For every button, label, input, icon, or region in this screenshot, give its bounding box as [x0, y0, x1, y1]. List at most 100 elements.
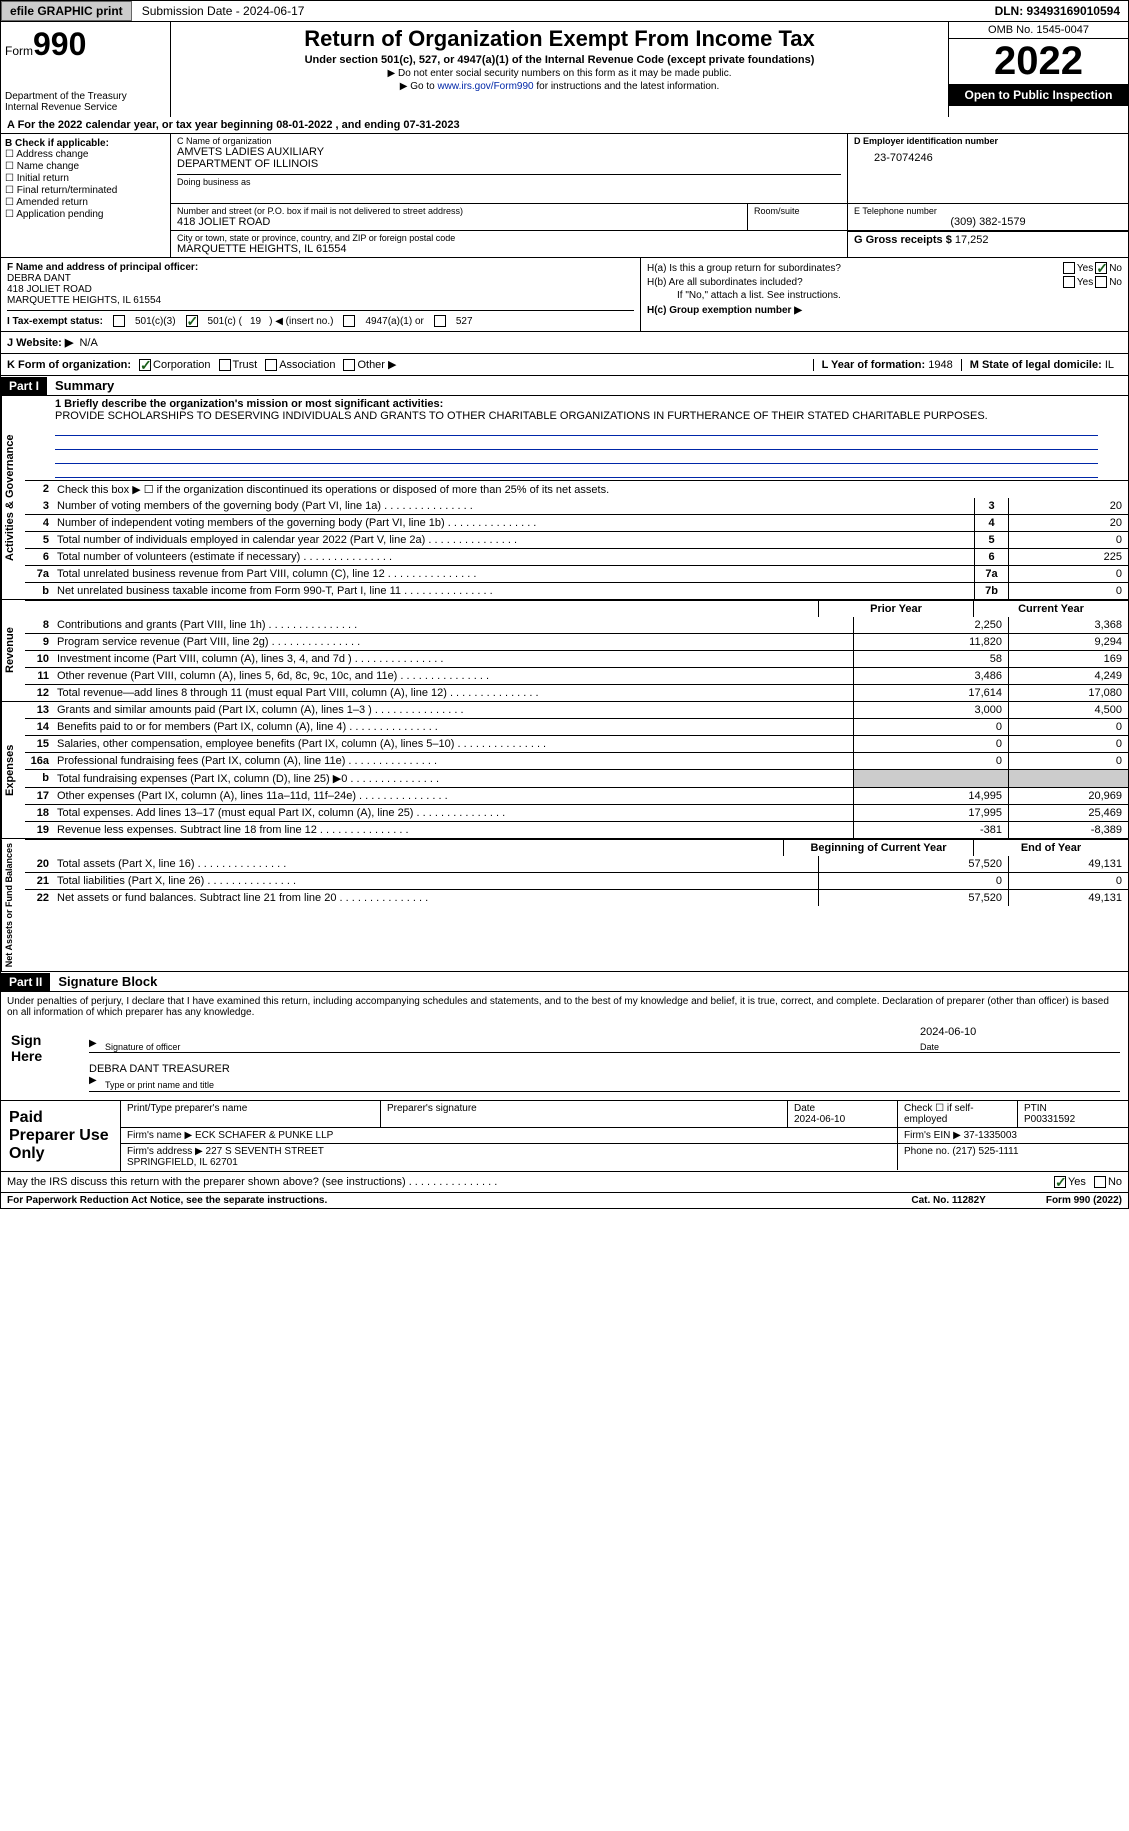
- prep-self-employed[interactable]: Check ☐ if self-employed: [904, 1103, 974, 1125]
- gross-receipts-value: 17,252: [955, 234, 989, 246]
- summary-revenue: Revenue Prior YearCurrent Year 8 Contrib…: [0, 600, 1129, 702]
- sig-date: 2024-06-10: [920, 1026, 1120, 1038]
- hc-label: H(c) Group exemption number ▶: [647, 305, 1122, 316]
- officer-name: DEBRA DANT: [7, 273, 634, 284]
- chk-trust[interactable]: [219, 359, 231, 371]
- summary-netassets: Net Assets or Fund Balances Beginning of…: [0, 839, 1129, 972]
- officer-city: MARQUETTE HEIGHTS, IL 61554: [7, 295, 634, 306]
- street-value: 418 JOLIET ROAD: [177, 216, 741, 228]
- gov-row: 3 Number of voting members of the govern…: [25, 498, 1128, 514]
- hb-no[interactable]: [1095, 276, 1107, 288]
- firm-name: ECK SCHAFER & PUNKE LLP: [195, 1130, 333, 1141]
- vtab-netassets: Net Assets or Fund Balances: [1, 839, 25, 971]
- state-domicile: IL: [1105, 359, 1114, 371]
- data-row: 12 Total revenue—add lines 8 through 11 …: [25, 684, 1128, 701]
- sig-name-value: DEBRA DANT TREASURER: [89, 1063, 1120, 1075]
- part2-header: Part II Signature Block: [0, 972, 1129, 992]
- row-a-tax-year: A For the 2022 calendar year, or tax yea…: [0, 117, 1129, 134]
- org-name: AMVETS LADIES AUXILIARY DEPARTMENT OF IL…: [177, 146, 841, 170]
- chk-501c[interactable]: [186, 315, 198, 327]
- data-row: 13 Grants and similar amounts paid (Part…: [25, 702, 1128, 718]
- ha-no[interactable]: [1095, 262, 1107, 274]
- hb-label: H(b) Are all subordinates included?: [647, 277, 1061, 288]
- year-formation: 1948: [928, 359, 952, 371]
- tax-year: 2022: [949, 39, 1128, 84]
- form-subtitle: Under section 501(c), 527, or 4947(a)(1)…: [179, 54, 940, 66]
- section-klm: K Form of organization: Corporation Trus…: [0, 354, 1129, 376]
- form-title: Return of Organization Exempt From Incom…: [179, 26, 940, 52]
- chk-amended[interactable]: ☐ Amended return: [5, 197, 166, 208]
- street-label: Number and street (or P.O. box if mail i…: [177, 206, 741, 216]
- sign-here-label: Sign Here: [1, 1022, 81, 1100]
- chk-name-change[interactable]: ☐ Name change: [5, 161, 166, 172]
- section-i: I Tax-exempt status: 501(c)(3) 501(c) (1…: [7, 310, 634, 327]
- signature-block: Under penalties of perjury, I declare th…: [0, 992, 1129, 1101]
- treasury-dept: Department of the Treasury Internal Reve…: [5, 91, 166, 113]
- officer-label: F Name and address of principal officer:: [7, 262, 634, 273]
- data-row: 10 Investment income (Part VIII, column …: [25, 650, 1128, 667]
- phone-value: (309) 382-1579: [854, 216, 1122, 228]
- sig-officer-line[interactable]: Signature of officerDate: [89, 1042, 1120, 1053]
- section-b: B Check if applicable: ☐ Address change …: [1, 134, 171, 257]
- dba-label: Doing business as: [177, 174, 841, 187]
- form-note-1: ▶ Do not enter social security numbers o…: [179, 68, 940, 79]
- page-footer: For Paperwork Reduction Act Notice, see …: [0, 1193, 1129, 1209]
- chk-4947[interactable]: [343, 315, 355, 327]
- ein-value: 23-7074246: [854, 146, 1122, 164]
- submission-date: Submission Date - 2024-06-17: [134, 2, 313, 20]
- vtab-governance: Activities & Governance: [1, 396, 25, 599]
- officer-street: 418 JOLIET ROAD: [7, 284, 634, 295]
- open-public: Open to Public Inspection: [949, 84, 1128, 106]
- gov-row: 4 Number of independent voting members o…: [25, 514, 1128, 531]
- discuss-no[interactable]: [1094, 1176, 1106, 1188]
- form-number: Form990: [5, 26, 166, 63]
- vtab-revenue: Revenue: [1, 600, 25, 701]
- mission-label: 1 Briefly describe the organization's mi…: [55, 398, 1098, 410]
- ha-yes[interactable]: [1063, 262, 1075, 274]
- gov-row: b Net unrelated business taxable income …: [25, 582, 1128, 599]
- chk-501c3[interactable]: [113, 315, 125, 327]
- hb-note: If "No," attach a list. See instructions…: [647, 290, 1122, 301]
- data-row: 14 Benefits paid to or for members (Part…: [25, 718, 1128, 735]
- sig-name-line[interactable]: Type or print name and title: [89, 1079, 1120, 1092]
- discuss-yes[interactable]: [1054, 1176, 1066, 1188]
- chk-final-return[interactable]: ☐ Final return/terminated: [5, 185, 166, 196]
- form-header: Form990 Department of the Treasury Inter…: [0, 22, 1129, 117]
- firm-phone: (217) 525-1111: [952, 1146, 1018, 1157]
- data-row: 21 Total liabilities (Part X, line 26) 0…: [25, 872, 1128, 889]
- gross-receipts-label: G Gross receipts $: [854, 234, 952, 246]
- chk-527[interactable]: [434, 315, 446, 327]
- data-row: b Total fundraising expenses (Part IX, c…: [25, 769, 1128, 787]
- discuss-row: May the IRS discuss this return with the…: [0, 1172, 1129, 1193]
- vtab-expenses: Expenses: [1, 702, 25, 838]
- firm-ein: 37-1335003: [964, 1130, 1017, 1141]
- section-j: J Website: ▶ N/A: [0, 332, 1129, 354]
- gov-row: 7a Total unrelated business revenue from…: [25, 565, 1128, 582]
- website-value: N/A: [79, 337, 97, 349]
- org-name-label: C Name of organization: [177, 136, 841, 146]
- chk-assoc[interactable]: [265, 359, 277, 371]
- chk-app-pending[interactable]: ☐ Application pending: [5, 209, 166, 220]
- ptin: P00331592: [1024, 1114, 1075, 1125]
- irs-link[interactable]: www.irs.gov/Form990: [437, 81, 533, 92]
- form-note-2: ▶ Go to www.irs.gov/Form990 for instruct…: [179, 81, 940, 92]
- data-row: 11 Other revenue (Part VIII, column (A),…: [25, 667, 1128, 684]
- info-grid: B Check if applicable: ☐ Address change …: [0, 134, 1129, 258]
- chk-corp[interactable]: [139, 359, 151, 371]
- data-row: 8 Contributions and grants (Part VIII, l…: [25, 617, 1128, 633]
- gov-row: 6 Total number of volunteers (estimate i…: [25, 548, 1128, 565]
- data-row: 22 Net assets or fund balances. Subtract…: [25, 889, 1128, 906]
- gov-row: 5 Total number of individuals employed i…: [25, 531, 1128, 548]
- phone-label: E Telephone number: [854, 206, 1122, 216]
- line2: Check this box ▶ ☐ if the organization d…: [53, 481, 1128, 498]
- city-label: City or town, state or province, country…: [177, 233, 841, 243]
- chk-initial-return[interactable]: ☐ Initial return: [5, 173, 166, 184]
- ein-label: D Employer identification number: [854, 136, 1122, 146]
- data-row: 16a Professional fundraising fees (Part …: [25, 752, 1128, 769]
- chk-address-change[interactable]: ☐ Address change: [5, 149, 166, 160]
- efile-print-button[interactable]: efile GRAPHIC print: [1, 1, 132, 21]
- chk-other[interactable]: [343, 359, 355, 371]
- paid-preparer: Paid Preparer Use Only Print/Type prepar…: [0, 1101, 1129, 1172]
- hb-yes[interactable]: [1063, 276, 1075, 288]
- city-value: MARQUETTE HEIGHTS, IL 61554: [177, 243, 841, 255]
